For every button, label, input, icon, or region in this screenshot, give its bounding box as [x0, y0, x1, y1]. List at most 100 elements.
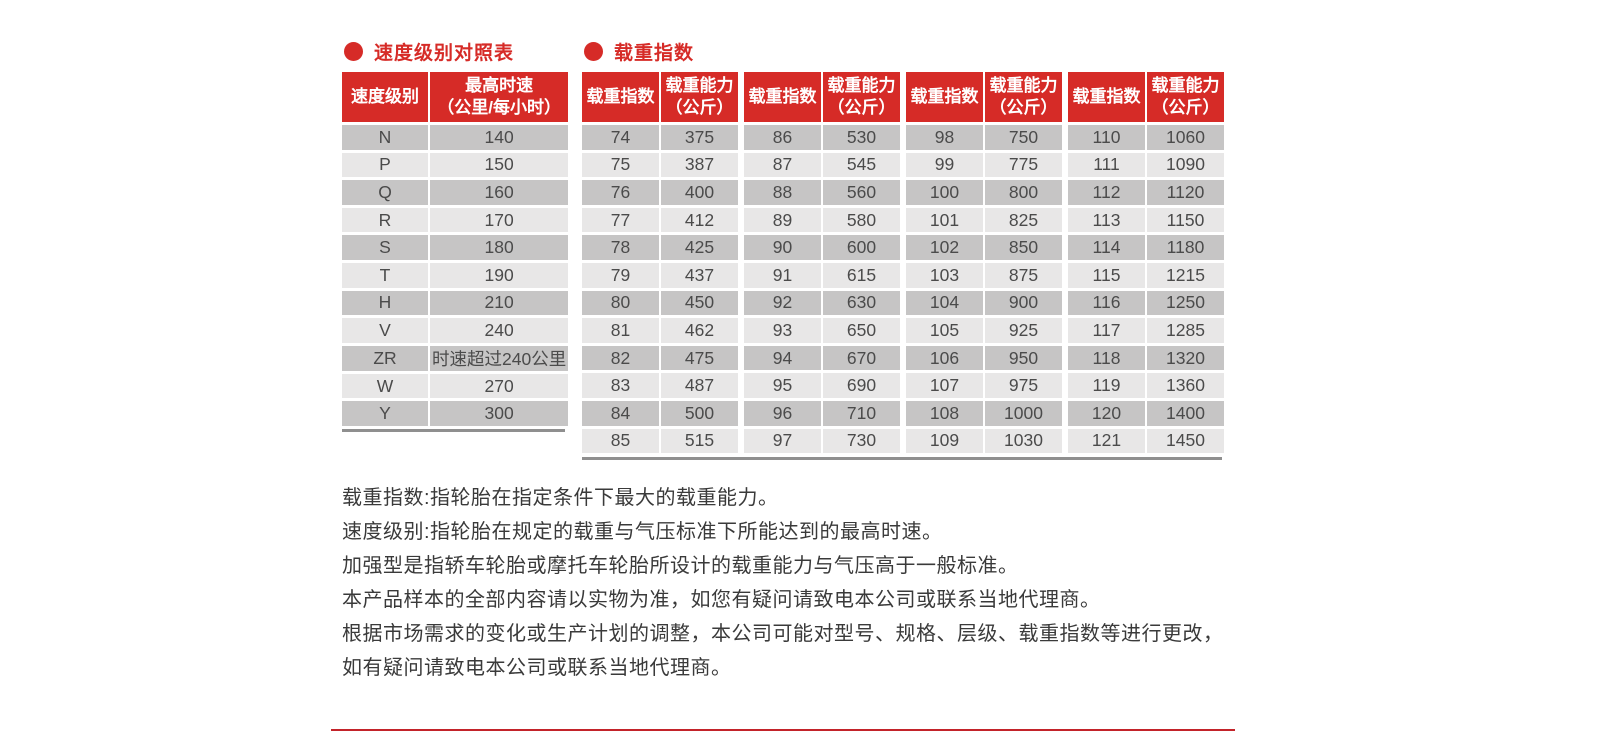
table-row: ZR 时速超过240公里 — [342, 345, 569, 371]
column-header-speed-grade: 速度级别 — [342, 72, 428, 122]
table-cell: 105 — [906, 318, 983, 343]
table-cell: 875 — [985, 262, 1062, 288]
table-cell: 825 — [985, 207, 1062, 233]
table-cell: 240 — [430, 318, 569, 343]
table-cell: 630 — [823, 290, 900, 316]
header-row: 载重指数 载重能力 （公斤） — [744, 72, 900, 122]
table-cell: 87 — [744, 152, 821, 178]
table-row: 115 1215 — [1068, 262, 1224, 288]
table-row: 108 1000 — [906, 400, 1062, 426]
note-line: 如有疑问请致电本公司或联系当地代理商。 — [342, 657, 732, 679]
table-row: 106 950 — [906, 345, 1062, 371]
load-group: 载重指数 载重能力 （公斤） 86 530 87 545 88 560 89 580 90 600… — [742, 69, 902, 456]
table-cell: 560 — [823, 180, 900, 205]
table-cell: 475 — [661, 345, 738, 371]
table-row: Q 160 — [342, 180, 569, 205]
header-line1: 载重能力 — [665, 75, 734, 95]
table-row: 76 400 — [582, 180, 738, 205]
load-group-body: 74 375 75 387 76 400 77 412 78 425 79 437 80 450 81 462… — [582, 125, 738, 454]
table-row: V 240 — [342, 318, 569, 343]
table-cell: 78 — [582, 235, 659, 260]
table-cell: H — [342, 290, 428, 316]
table-cell: 170 — [430, 207, 569, 233]
header-row: 速度级别 最高时速 （公里/每小时） — [342, 72, 569, 122]
load-group-body: 86 530 87 545 88 560 89 580 90 600 91 615 92 630 93 650… — [744, 125, 900, 454]
table-row: 99 775 — [906, 152, 1062, 178]
table-cell: 730 — [823, 428, 900, 454]
table-cell: 121 — [1068, 428, 1145, 454]
table-row: 89 580 — [744, 207, 900, 233]
table-cell: 1060 — [1147, 125, 1224, 150]
table-cell: 101 — [906, 207, 983, 233]
table-row: 97 730 — [744, 428, 900, 454]
table-row: 121 1450 — [1068, 428, 1224, 454]
table-row: P 150 — [342, 152, 569, 178]
note-line: 载重指数:指轮胎在指定条件下最大的载重能力。 — [342, 487, 779, 509]
load-table-title-label: 载重指数 — [614, 43, 695, 64]
table-row: 83 487 — [582, 373, 738, 398]
table-cell: 1090 — [1147, 152, 1224, 178]
header-line1: 载重能力 — [827, 75, 896, 95]
note-line: 本产品样本的全部内容请以实物为准，如您有疑问请致电本公司或联系当地代理商。 — [342, 589, 1101, 611]
table-cell: 690 — [823, 373, 900, 398]
table-row: 117 1285 — [1068, 318, 1224, 343]
table-row: 119 1360 — [1068, 373, 1224, 398]
table-cell: 425 — [661, 235, 738, 260]
table-cell: 450 — [661, 290, 738, 316]
table-cell: 77 — [582, 207, 659, 233]
table-cell: 925 — [985, 318, 1062, 343]
table-row: 96 710 — [744, 400, 900, 426]
table-row: 91 615 — [744, 262, 900, 288]
table-row: 78 425 — [582, 235, 738, 260]
table-cell: 270 — [430, 373, 569, 399]
table-row: 86 530 — [744, 125, 900, 150]
table-cell: 1150 — [1147, 207, 1224, 233]
table-row: R 170 — [342, 207, 569, 233]
table-cell: 950 — [985, 345, 1062, 371]
speed-table-title-label: 速度级别对照表 — [374, 43, 515, 64]
table-row: 104 900 — [906, 290, 1062, 316]
table-cell: 670 — [823, 345, 900, 371]
table-cell: 94 — [744, 345, 821, 371]
load-group-body: 110 1060 111 1090 112 1120 113 1150 114 1180 115 12… — [1068, 125, 1224, 454]
load-group: 载重指数 载重能力 （公斤） 98 750 99 775 100 800 101 825 102… — [904, 69, 1064, 456]
table-cell: 100 — [906, 180, 983, 205]
table-row: 81 462 — [582, 318, 738, 343]
table-cell: 210 — [430, 290, 569, 316]
table-cell: T — [342, 262, 428, 288]
table-row: 93 650 — [744, 318, 900, 343]
speed-table-underline — [342, 429, 565, 432]
table-cell: 119 — [1068, 373, 1145, 398]
table-row: 110 1060 — [1068, 125, 1224, 150]
header-row: 载重指数 载重能力 （公斤） — [906, 72, 1062, 122]
table-cell: Y — [342, 401, 428, 426]
table-cell: 111 — [1068, 152, 1145, 178]
load-group: 载重指数 载重能力 （公斤） 74 375 75 387 76 400 77 412 78 425… — [580, 69, 740, 456]
table-cell: 104 — [906, 290, 983, 316]
table-cell: 1450 — [1147, 428, 1224, 454]
column-header-load-index: 载重指数 — [906, 72, 983, 122]
table-row: 88 560 — [744, 180, 900, 205]
table-row: 100 800 — [906, 180, 1062, 205]
table-cell: 500 — [661, 400, 738, 426]
load-table-underline — [582, 457, 1222, 460]
table-cell: 时速超过240公里 — [430, 345, 569, 371]
header-row: 载重指数 载重能力 （公斤） — [582, 72, 738, 122]
table-cell: 400 — [661, 180, 738, 205]
header-line2: （公斤） — [989, 98, 1058, 117]
table-cell: 79 — [582, 262, 659, 288]
table-cell: 1000 — [985, 400, 1062, 426]
table-row: 75 387 — [582, 152, 738, 178]
table-row: S 180 — [342, 235, 569, 260]
table-row: 102 850 — [906, 235, 1062, 260]
table-cell: 140 — [430, 125, 569, 150]
table-cell: 98 — [906, 125, 983, 150]
column-header-load-capacity: 载重能力 （公斤） — [985, 72, 1062, 122]
red-bullet-icon — [344, 42, 363, 61]
table-row: 94 670 — [744, 345, 900, 371]
table-cell: 114 — [1068, 235, 1145, 260]
table-cell: 113 — [1068, 207, 1145, 233]
table-cell: 109 — [906, 428, 983, 454]
table-row: 114 1180 — [1068, 235, 1224, 260]
table-row: 113 1150 — [1068, 207, 1224, 233]
